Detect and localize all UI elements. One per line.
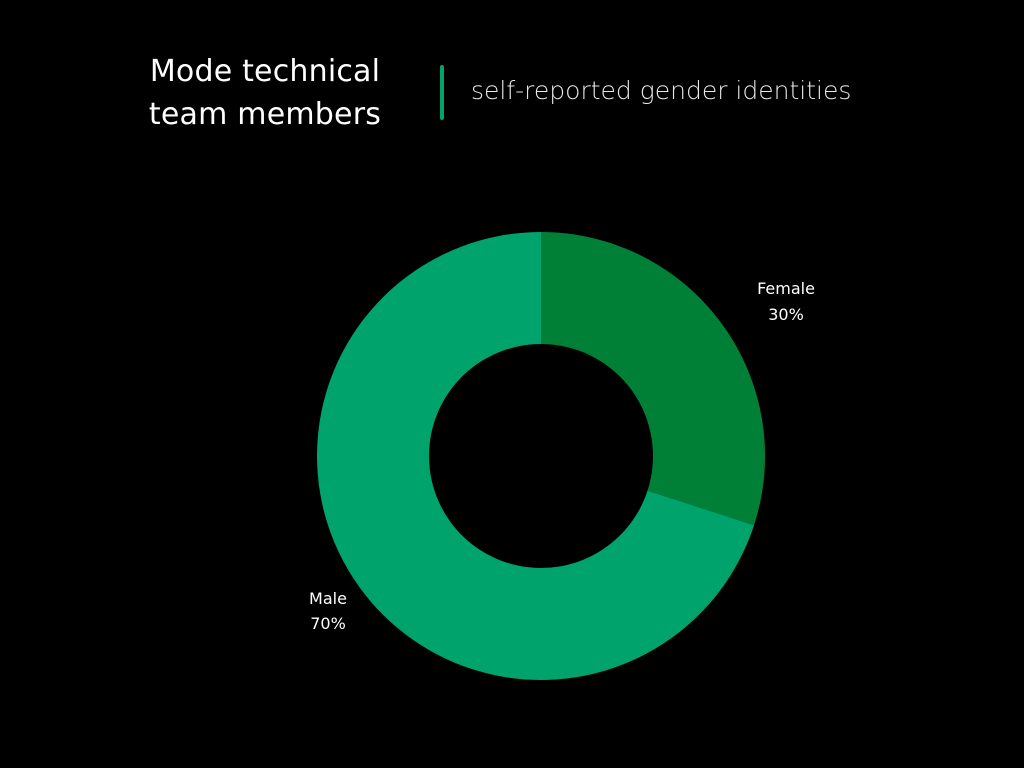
donut-slice-male [317,232,755,681]
slice-value-male: 70% [310,614,346,633]
chart-subtitle: self-reported gender identities [471,76,852,105]
chart-title: Mode technical team members [130,50,400,136]
slice-label-male: Male [309,589,347,608]
chart-title-line-1: Mode technical [149,54,381,89]
donut-slice-female [541,232,765,526]
slice-label-female: Female [757,279,815,298]
donut-slices [317,232,765,681]
donut-labels: Female 30% Male 70% [309,279,815,633]
slice-value-female: 30% [768,305,804,324]
title-divider [440,65,444,120]
chart-title-line-2: team members [148,97,382,132]
